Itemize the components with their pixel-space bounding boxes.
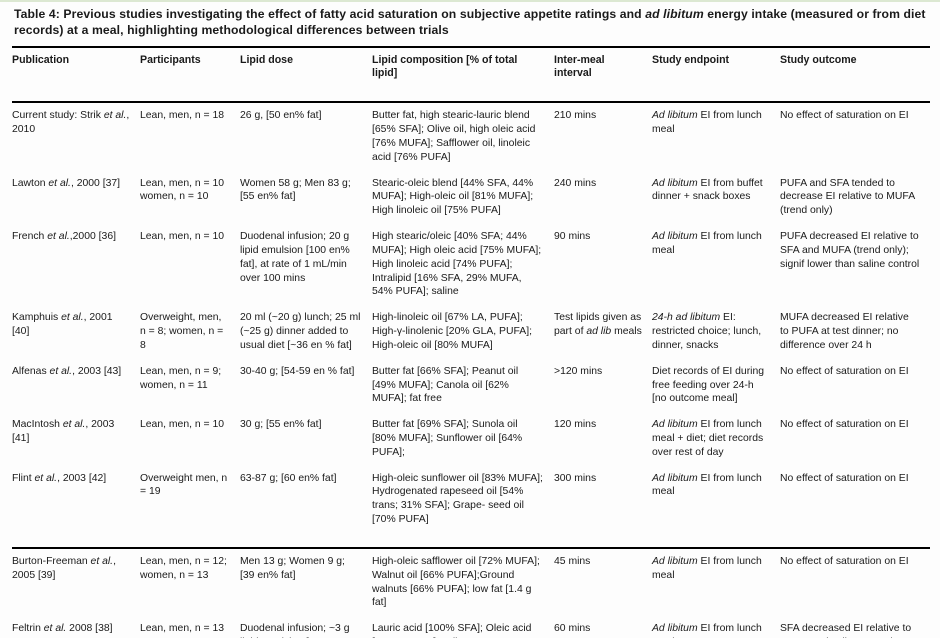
cell-lipid_dose: 63-87 g; [60 en% fat] bbox=[240, 472, 337, 484]
header-row: Publication Participants Lipid dose Lipid c… bbox=[12, 45, 930, 104]
cell-study_endpoint: Ad libitum EI from lunch meal + diet; di… bbox=[652, 419, 764, 458]
column-header-publication: Publication bbox=[12, 45, 140, 104]
cell-lipid_composition: Butter fat, high stearic-lauric blend [6… bbox=[372, 110, 536, 163]
cell-study_outcome: PUFA decreased EI relative to SFA and MU… bbox=[780, 231, 920, 270]
cell-participants: Lean, men, n = 9; women, n = 11 bbox=[140, 365, 222, 391]
cell-inter_meal_interval: 60 mins bbox=[554, 623, 591, 635]
cell-study_endpoint: Ad libitum EI from lunch meal bbox=[652, 472, 762, 498]
cell-inter_meal_interval: 90 mins bbox=[554, 231, 591, 243]
cell-lipid_dose: 26 g, [50 en% fat] bbox=[240, 110, 322, 122]
column-header-participants: Participants bbox=[140, 45, 240, 104]
cell-lipid_composition: Lauric acid [100% SFA]; Oleic acid [100%… bbox=[372, 623, 532, 638]
cell-inter_meal_interval: 210 mins bbox=[554, 110, 597, 122]
cell-lipid_dose: Duodenal infusion; ~3 g lipid emulsion [… bbox=[240, 623, 350, 638]
studies-table: Publication Participants Lipid dose Lipid c… bbox=[12, 45, 930, 638]
cell-publication: MacIntosh et al., 2003 [41] bbox=[12, 419, 115, 444]
cell-lipid_composition: High-oleic safflower oil [72% MUFA]; Wal… bbox=[372, 546, 554, 617]
table-row: Flint et al., 2003 [42] Overweight men, n… bbox=[12, 466, 930, 548]
column-header-lipid_dose: Lipid dose bbox=[240, 45, 372, 104]
cell-study_outcome: SFA decreased EI relative to MUFA and sa… bbox=[780, 623, 912, 638]
cell-publication: Flint et al., 2003 [42] bbox=[12, 472, 107, 484]
cell-lipid_composition: High stearic/oleic [40% SFA; 44% MUFA]; … bbox=[372, 231, 542, 298]
cell-study_outcome: No effect of saturation on EI bbox=[780, 546, 930, 617]
cell-publication: Kamphuis et al., 2001 [40] bbox=[12, 312, 113, 338]
table-row: Lawton et al., 2000 [37] Lean, men, n = 1… bbox=[12, 171, 930, 224]
table-row: Kamphuis et al., 2001 [40] Overweight, me… bbox=[12, 305, 930, 358]
cell-study_outcome: No effect of saturation on EI bbox=[780, 365, 909, 377]
table-row: French et al.,2000 [36] Lean, men, n = 10… bbox=[12, 224, 930, 305]
cell-publication: Feltrin et al. 2008 [38] bbox=[12, 623, 113, 635]
cell-study_outcome: MUFA decreased EI relative to PUFA at te… bbox=[780, 312, 909, 351]
table-caption: Table 4: Previous studies investigating … bbox=[14, 7, 926, 37]
cell-lipid_dose: Women 58 g; Men 83 g; [55 en% fat] bbox=[240, 177, 351, 203]
cell-lipid_dose: 20 ml (~20 g) lunch; 25 ml (~25 g) dinne… bbox=[240, 312, 361, 351]
cell-lipid_composition: Stearic-oleic blend [44% SFA, 44% MUFA];… bbox=[372, 177, 534, 217]
cell-study_outcome: No effect of saturation on EI bbox=[780, 472, 909, 484]
cell-study_endpoint: Diet records of EI during free feeding o… bbox=[652, 365, 765, 405]
cell-participants: Overweight, men, n = 8; women, n = 8 bbox=[140, 312, 224, 351]
cell-participants: Lean, men, n = 10 bbox=[140, 419, 225, 431]
cell-inter_meal_interval: 45 mins bbox=[554, 546, 652, 617]
cell-inter_meal_interval: 120 mins bbox=[554, 419, 597, 431]
cell-publication: Alfenas et al., 2003 [43] bbox=[12, 365, 122, 377]
column-header-study_outcome: Study outcome bbox=[780, 45, 930, 104]
cell-study_outcome: No effect of saturation on EI bbox=[780, 110, 909, 122]
cell-lipid_dose: 30-40 g; [54-59 en % fat] bbox=[240, 365, 355, 377]
cell-participants: Lean, men, n = 10 women, n = 10 bbox=[140, 177, 225, 203]
column-header-lipid_composition: Lipid composition [% of total lipid] bbox=[372, 45, 554, 104]
cell-lipid_composition: Butter fat [69% SFA]; Sunola oil [80% MU… bbox=[372, 419, 523, 458]
cell-participants: Lean, men, n = 18 bbox=[140, 110, 225, 122]
cell-inter_meal_interval: Test lipids given as part of ad lib meal… bbox=[554, 312, 642, 338]
cell-lipid_composition: High-oleic sunflower oil [83% MUFA]; Hyd… bbox=[372, 472, 543, 526]
column-header-study_endpoint: Study endpoint bbox=[652, 45, 780, 104]
cell-lipid_dose: 30 g; [55 en% fat] bbox=[240, 419, 322, 431]
cell-lipid_dose: Duodenal infusion; 20 g lipid emulsion [… bbox=[240, 231, 350, 284]
table-row: Burton-Freeman et al., 2005 [39] Lean, me… bbox=[12, 546, 930, 617]
cell-study_outcome: PUFA and SFA tended to decrease EI relat… bbox=[780, 177, 915, 217]
cell-publication: Lawton et al., 2000 [37] bbox=[12, 177, 121, 189]
cell-study_outcome: No effect of saturation on EI bbox=[780, 419, 909, 431]
cell-lipid_dose: Men 13 g; Women 9 g; [39 en% fat] bbox=[240, 546, 372, 617]
cell-lipid_composition: High-linoleic oil [67% LA, PUFA]; High-γ… bbox=[372, 312, 532, 351]
table-row: MacIntosh et al., 2003 [41] Lean, men, n … bbox=[12, 412, 930, 465]
cell-publication: Burton-Freeman et al., 2005 [39] bbox=[12, 546, 140, 617]
cell-inter_meal_interval: 300 mins bbox=[554, 472, 597, 484]
cell-participants: Lean, men, n = 13 bbox=[140, 623, 225, 635]
cell-study_endpoint: 24-h ad libitum EI: restricted choice; l… bbox=[652, 312, 762, 351]
cell-inter_meal_interval: 240 mins bbox=[554, 177, 597, 189]
cell-participants: Lean, men, n = 12; women, n = 13 bbox=[140, 546, 240, 617]
cell-study_endpoint: Ad libitum EI from lunch meal bbox=[652, 623, 762, 638]
cell-publication: French et al.,2000 [36] bbox=[12, 231, 116, 243]
cell-participants: Lean, men, n = 10 bbox=[140, 231, 225, 243]
table-row: Feltrin et al. 2008 [38] Lean, men, n = 1… bbox=[12, 616, 930, 638]
cell-participants: Overweight men, n = 19 bbox=[140, 472, 228, 498]
table-header: Publication Participants Lipid dose Lipid c… bbox=[12, 45, 930, 104]
table-row: Alfenas et al., 2003 [43] Lean, men, n = … bbox=[12, 359, 930, 412]
table-section-2: Burton-Freeman et al., 2005 [39] Lean, me… bbox=[12, 546, 930, 638]
cell-lipid_composition: Butter fat [66% SFA]; Peanut oil [49% MU… bbox=[372, 365, 519, 405]
cell-study_endpoint: Ad libitum EI from lunch meal bbox=[652, 231, 762, 256]
cell-study_endpoint: Ad libitum EI from lunch meal bbox=[652, 110, 762, 136]
cell-inter_meal_interval: >120 mins bbox=[554, 365, 603, 377]
cell-study_endpoint: Ad libitum EI from lunch meal bbox=[652, 546, 780, 617]
table-row: Current study: Strik et al., 2010 Lean, m… bbox=[12, 102, 930, 170]
table-section-1: Current study: Strik et al., 2010 Lean, m… bbox=[12, 102, 930, 548]
cell-publication: Current study: Strik et al., 2010 bbox=[12, 110, 130, 136]
cell-study_endpoint: Ad libitum EI from buffet dinner + snack… bbox=[652, 177, 763, 203]
column-header-inter_meal_interval: Inter-meal interval bbox=[554, 45, 652, 104]
